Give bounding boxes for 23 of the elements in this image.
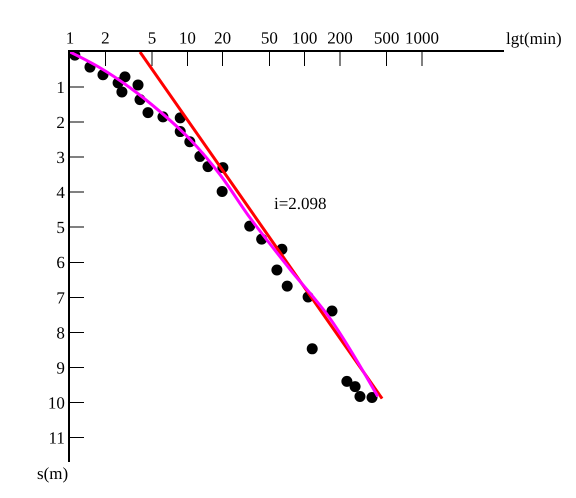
y-tick-label: 2: [56, 113, 65, 132]
x-tick-label: 2: [101, 28, 110, 48]
y-tick-label: 3: [56, 148, 65, 168]
x-tick-label: 1000: [404, 28, 439, 48]
x-axis-title: lgt(min): [506, 29, 562, 48]
y-tick-label: 9: [56, 358, 65, 378]
x-tick-label: 500: [374, 28, 400, 48]
y-tick-label: 7: [56, 288, 66, 308]
y-axis-title: s(m): [37, 464, 68, 483]
y-tick-label: 5: [56, 218, 65, 238]
y-tick-label: 4: [56, 183, 66, 202]
x-tick-label: 200: [327, 28, 353, 48]
annotation: i=2.098: [274, 194, 327, 213]
x-tick-label: 50: [260, 28, 278, 48]
x-tick-label: 10: [178, 28, 196, 48]
x-tick-label: 20: [214, 28, 232, 48]
x-tick-label: 5: [148, 28, 156, 48]
y-tick-label: 8: [56, 323, 65, 342]
x-tick-label: 100: [292, 28, 318, 48]
y-tick-label: 1: [56, 78, 65, 97]
y-tick-label: 10: [48, 393, 65, 412]
y-tick-label: 6: [56, 253, 65, 272]
y-tick-label: 11: [48, 428, 65, 448]
